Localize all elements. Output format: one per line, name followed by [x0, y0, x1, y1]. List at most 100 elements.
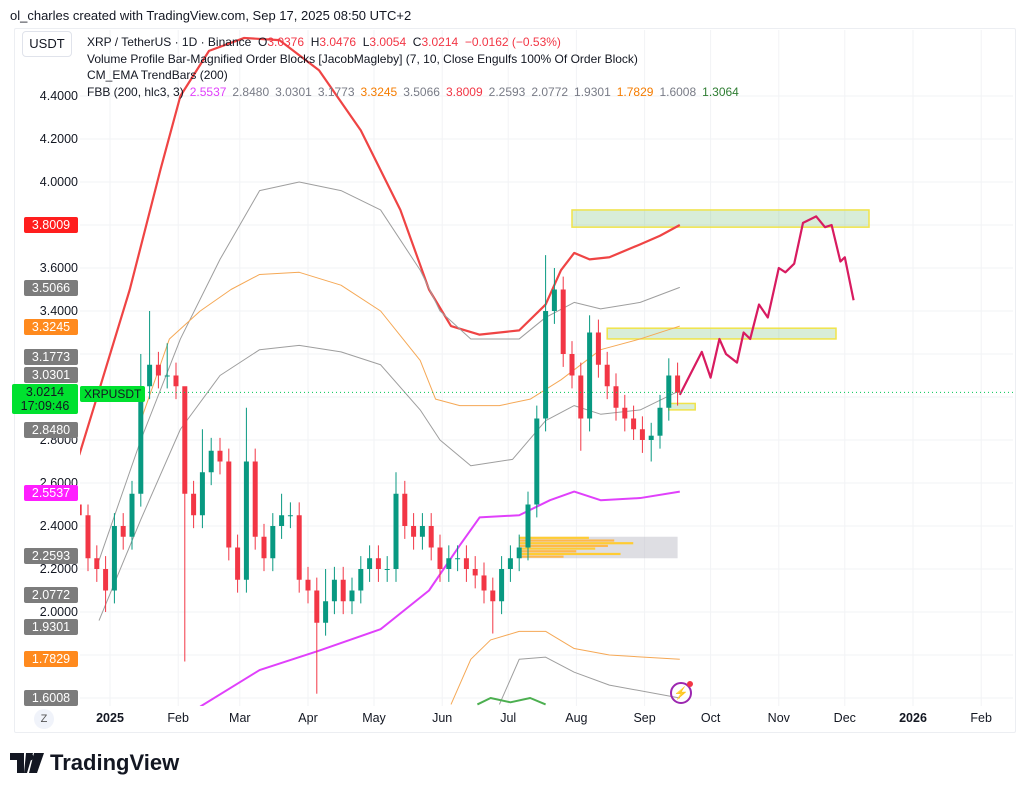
price-tick-label: 2.2000: [39, 562, 78, 576]
time-tick-label: Dec: [833, 711, 856, 725]
indicator-lines: [80, 36, 681, 706]
time-tick-label: May: [362, 711, 386, 725]
candle-body: [525, 504, 531, 548]
candle-body: [349, 590, 355, 602]
candle-body: [604, 364, 610, 387]
price-badge: 3.8009: [24, 216, 78, 233]
price-tick-label: 3.6000: [39, 261, 78, 275]
candle-body: [393, 493, 399, 569]
candle-body: [507, 558, 513, 569]
volume-profile-bar: [519, 547, 596, 550]
candle-body: [499, 569, 505, 602]
price-change: −0.0162 (−0.53%): [464, 35, 561, 49]
volume-profile-bar: [519, 550, 577, 553]
candle-body: [622, 407, 628, 419]
candle-body: [455, 558, 461, 560]
candle-body: [199, 472, 205, 516]
candle-body: [666, 375, 672, 408]
indicator-line: [98, 181, 680, 561]
ohlc-close: C3.0214: [412, 35, 459, 49]
price-badge: 3.1773: [24, 349, 78, 365]
indicator-line: [498, 656, 680, 705]
candle-body: [375, 558, 381, 569]
indicator-line: [199, 490, 680, 706]
fbb-value: 3.1773: [317, 84, 355, 99]
indicator-ema-trendbars[interactable]: CM_EMA TrendBars (200): [87, 68, 228, 82]
time-tick-label: Feb: [167, 711, 189, 725]
candle-body: [551, 289, 557, 311]
time-tick-label: Feb: [970, 711, 992, 725]
time-tick-label: Jun: [432, 711, 453, 725]
candle-body: [367, 558, 373, 569]
volume-profile-bar: [519, 536, 589, 539]
candle-body: [560, 289, 566, 354]
currency-unit-button[interactable]: USDT: [22, 31, 72, 57]
symbol-title[interactable]: XRP / TetherUS · 1D · Binance: [87, 35, 252, 49]
indicator-volume-profile[interactable]: Volume Profile Bar-Magnified Order Block…: [87, 51, 638, 66]
candle-body: [80, 504, 82, 516]
price-badge: 2.5537: [24, 484, 78, 501]
candles: [80, 255, 681, 694]
tradingview-logo: TradingView: [10, 750, 179, 776]
candle-body: [402, 493, 408, 526]
candle-body: [428, 526, 434, 548]
candle-body: [419, 526, 425, 537]
candle-body: [138, 386, 144, 494]
order-blocks: [519, 209, 870, 559]
price-badge: 3.3245: [24, 319, 78, 336]
candle-body: [111, 526, 117, 591]
time-tick-label: Jul: [500, 711, 517, 725]
chart-frame: [14, 28, 1016, 733]
fbb-value: 1.9301: [574, 84, 611, 99]
candle-body: [208, 450, 214, 473]
chart-credit: ol_charles created with TradingView.com,…: [10, 8, 412, 23]
candle-body: [270, 526, 276, 559]
candle-body: [446, 558, 452, 569]
time-tick-label: Sep: [633, 711, 656, 725]
time-tick-label: Nov: [767, 711, 790, 725]
price-badge: 2.8480: [24, 422, 78, 438]
candle-body: [305, 579, 311, 591]
candle-body: [534, 418, 540, 505]
price-tick-label: 2.4000: [39, 519, 78, 533]
indicator-fbb[interactable]: FBB (200, hlc3, 3) 2.5537 2.8480 3.0301 3.17…: [87, 84, 739, 99]
candle-body: [287, 515, 293, 517]
candle-body: [578, 375, 584, 419]
volume-profile-bar: [519, 542, 634, 545]
ohlc-open: O3.0376: [257, 35, 305, 49]
candle-body: [323, 601, 329, 623]
order-block: [606, 327, 837, 340]
price-tick-label: 4.0000: [39, 175, 78, 189]
order-block: [668, 402, 696, 411]
candle-body: [235, 547, 241, 580]
price-tick-label: 4.2000: [39, 132, 78, 146]
candle-body: [147, 364, 153, 387]
candle-body: [85, 515, 91, 559]
candle-body: [331, 579, 337, 602]
fbb-value: 3.8009: [445, 84, 483, 99]
candle-body: [675, 375, 681, 393]
indicator-line: [476, 697, 546, 706]
time-tick-label: 2026: [899, 711, 927, 725]
candle-body: [384, 569, 390, 570]
candle-body: [463, 558, 469, 569]
candle-body: [261, 536, 267, 559]
chart-legend: XRP / TetherUS · 1D · Binance O3.0376 H3…: [87, 34, 739, 100]
candle-body: [569, 354, 575, 376]
volume-profile-bar: [519, 555, 564, 558]
indicator-line: [80, 36, 681, 456]
auto-scale-button[interactable]: Z: [34, 709, 54, 729]
price-tick-label: 4.4000: [39, 89, 78, 103]
lightning-alert-icon[interactable]: ⚡: [670, 681, 693, 704]
time-tick-label: Aug: [565, 711, 588, 725]
candle-body: [657, 407, 663, 436]
candle-body: [472, 569, 478, 576]
candle-body: [182, 386, 188, 494]
time-tick-label: Apr: [298, 711, 318, 725]
candle-body: [314, 590, 320, 623]
candle-body: [94, 558, 100, 569]
ohlc-low: L3.0054: [362, 35, 407, 49]
price-tick-label: 3.4000: [39, 304, 78, 318]
price-badge: 3.0301: [24, 367, 78, 383]
